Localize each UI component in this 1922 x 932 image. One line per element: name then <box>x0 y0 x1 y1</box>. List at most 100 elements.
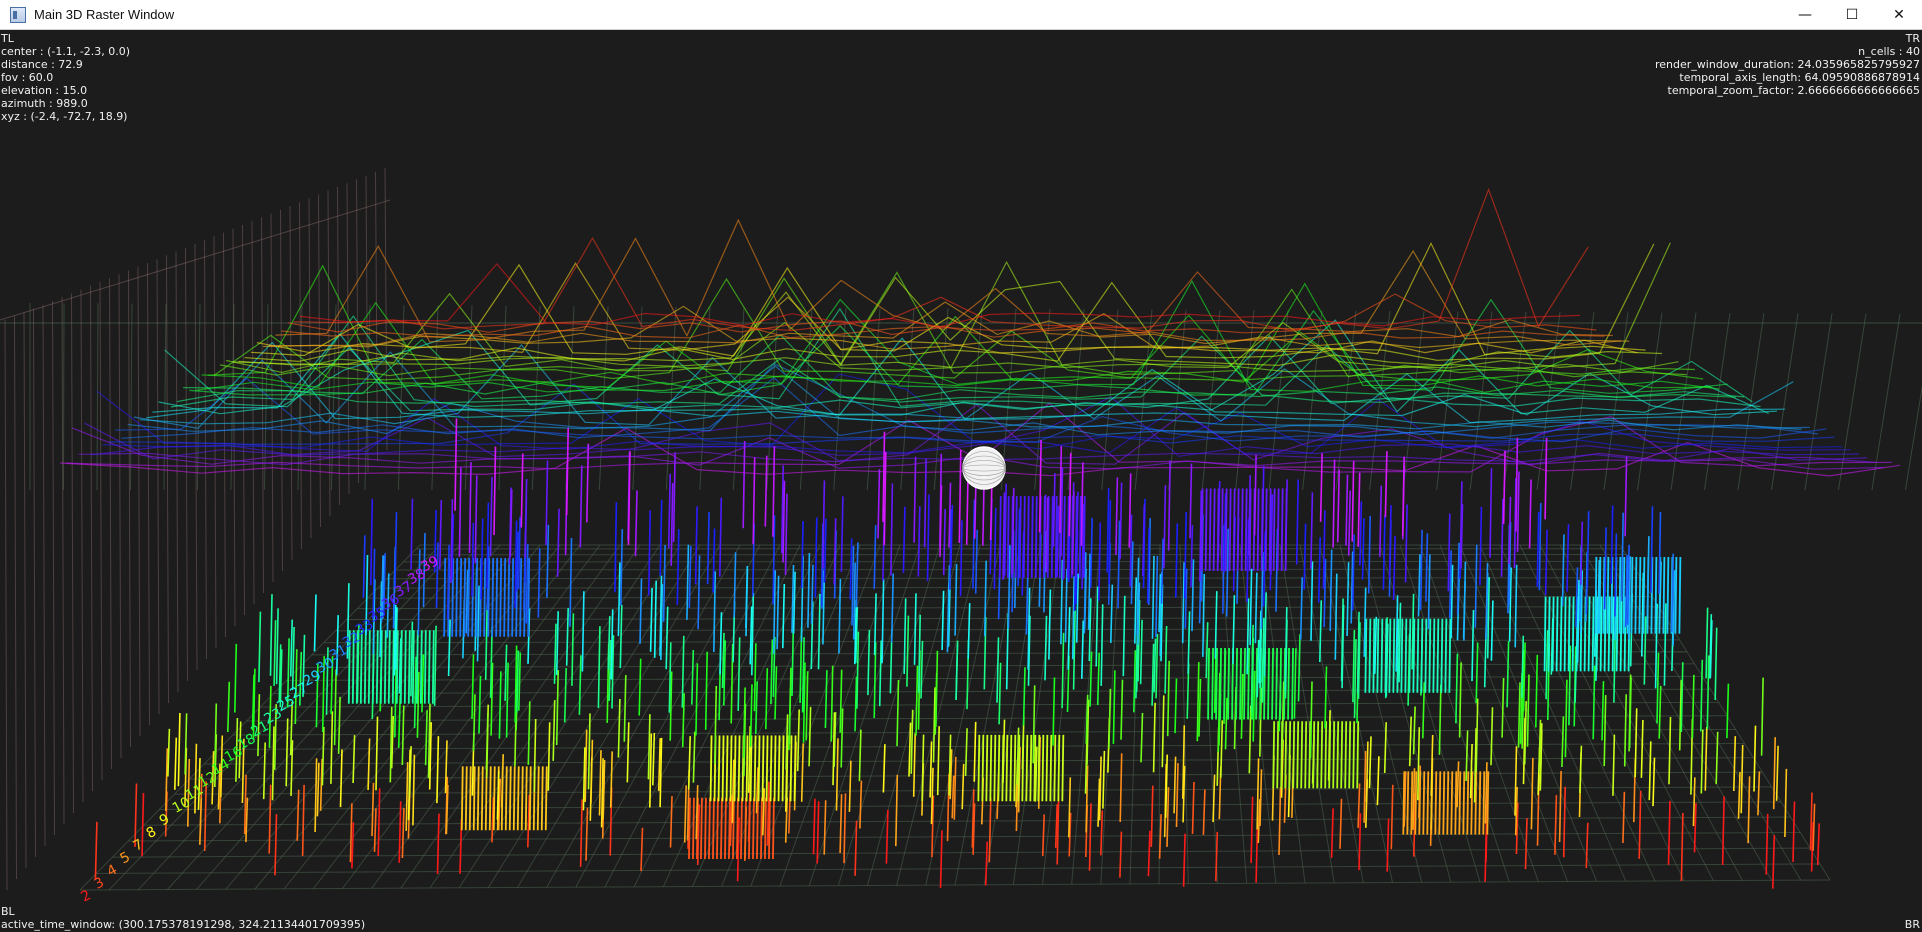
spike-burst-bar <box>777 735 781 802</box>
spike-burst-bar <box>359 630 363 704</box>
spike-bar <box>1310 561 1314 641</box>
spike-bar <box>1374 616 1378 674</box>
spike-burst-bar <box>977 734 981 802</box>
spike-bar <box>659 499 663 576</box>
spike-bar <box>1215 831 1219 882</box>
spike-burst-bar <box>721 735 725 802</box>
spike-bar <box>935 650 939 727</box>
spike-bar <box>917 506 921 577</box>
spike-bar <box>638 658 642 716</box>
spike-burst-bar <box>355 630 359 704</box>
spike-bar <box>765 668 769 730</box>
cell-activity-trace <box>263 305 1630 350</box>
spike-bar <box>959 520 963 597</box>
spike-bar <box>1603 695 1607 767</box>
spike-bar <box>1135 634 1139 699</box>
spike-bar <box>211 751 215 805</box>
spike-bar <box>1174 678 1178 734</box>
spike-bar <box>652 732 656 786</box>
spike-bar <box>1043 494 1047 568</box>
floor-gridline <box>546 544 741 888</box>
title-bar[interactable]: Main 3D Raster Window — ☐ ✕ <box>0 0 1922 30</box>
spike-bar <box>1678 680 1682 751</box>
spike-bar <box>1663 603 1667 686</box>
raster-3d-viewport[interactable]: 2 3 4 5 7 8 9 10 11 12 14 16 18 21 23 25 27 29 30 31 32 33 35 3… <box>0 30 1922 932</box>
spike-bar <box>867 629 871 696</box>
spike-bar <box>948 482 952 548</box>
spike-bar <box>1108 688 1112 749</box>
spike-bar <box>1566 524 1570 592</box>
spike-bar <box>1558 770 1562 843</box>
spike-bar <box>852 562 856 640</box>
spike-bar <box>713 571 717 653</box>
spike-bar <box>227 681 231 733</box>
spike-burst-bar <box>1288 721 1292 789</box>
spike-bar <box>801 637 805 713</box>
spike-burst-bar <box>1454 771 1458 835</box>
spike-bar <box>1388 505 1392 579</box>
left-wall-gridline <box>251 221 255 605</box>
spike-bar <box>335 615 339 676</box>
spike-bar <box>235 717 239 782</box>
spike-bar <box>375 716 379 791</box>
spike-burst-bar <box>519 558 523 637</box>
spike-burst-bar <box>1025 734 1029 802</box>
spike-bar <box>1166 660 1170 737</box>
raster-3d-scene[interactable]: 2345789101112141618212325272930313233353… <box>0 30 1922 932</box>
spike-bar <box>1586 511 1590 589</box>
spike-bar <box>1007 545 1011 629</box>
spike-bar <box>1753 725 1757 792</box>
spike-bar <box>611 635 615 709</box>
left-wall-gridline <box>4 319 8 891</box>
spike-bar <box>1692 777 1696 827</box>
spike-bar <box>1182 765 1186 823</box>
spike-bar <box>1486 577 1490 659</box>
floor-gridline <box>342 544 601 889</box>
back-wall-gridline <box>1904 384 1922 491</box>
spike-bar <box>1128 473 1132 548</box>
spike-bar <box>1726 683 1730 739</box>
spike-bar <box>729 795 733 847</box>
spike-burst-bar <box>1599 596 1603 672</box>
minimize-button[interactable]: — <box>1798 7 1812 23</box>
spike-bar <box>275 608 279 685</box>
spike-bar <box>302 634 306 697</box>
spike-burst-bar <box>1046 496 1050 578</box>
spike-bar <box>731 759 735 824</box>
spike-bar <box>1061 632 1065 709</box>
spike-bar <box>647 714 651 780</box>
spike-burst-bar <box>1308 721 1312 789</box>
spike-bar <box>1163 485 1167 569</box>
spike-bar <box>527 701 531 765</box>
spike-bar <box>1356 611 1360 694</box>
spike-bar <box>881 578 885 664</box>
spike-bar <box>484 603 488 680</box>
back-wall-gridline <box>1101 309 1119 491</box>
spike-bar <box>1083 552 1087 634</box>
spike-bar <box>859 780 863 829</box>
spike-bar <box>390 716 394 769</box>
spike-bar <box>1733 736 1737 792</box>
spike-bar <box>524 478 528 558</box>
spike-burst-bar <box>476 766 480 831</box>
spike-bar <box>784 797 788 843</box>
spike-bar <box>1536 511 1540 587</box>
floor-gridline <box>983 544 1041 885</box>
spike-burst-bar <box>1292 721 1296 789</box>
cell-activity-trace <box>299 262 1581 328</box>
spike-bar <box>951 775 955 819</box>
close-button[interactable]: ✕ <box>1893 7 1905 23</box>
maximize-button[interactable]: ☐ <box>1845 7 1859 23</box>
spike-bar <box>931 795 935 858</box>
floor-gridline <box>429 544 661 889</box>
spike-burst-bar <box>1448 618 1452 693</box>
left-wall-gridline <box>242 224 245 616</box>
spike-bar <box>486 546 490 611</box>
left-wall-gridline <box>375 171 378 462</box>
spike-bar <box>238 721 242 779</box>
spike-bar <box>545 460 549 546</box>
back-wall-gridline <box>163 303 167 491</box>
spike-bar <box>349 803 353 863</box>
spike-bar <box>791 564 795 633</box>
back-wall-gridline <box>1871 313 1901 491</box>
